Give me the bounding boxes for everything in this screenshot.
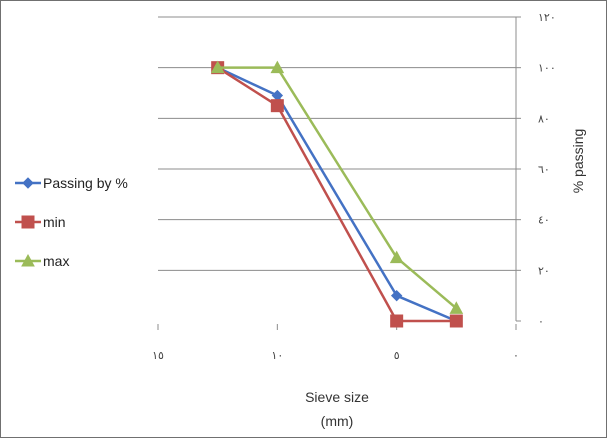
series-line	[217, 66, 458, 310]
series-max	[210, 60, 464, 314]
series-line	[217, 66, 457, 323]
axes: ٠ ٢٠ ٤٠ ٦٠ ٨٠ ١٠٠ ١٢٠ ١٥ ١٠ ٥ ٠	[152, 11, 556, 362]
y-tick-label: ١٢٠	[538, 11, 556, 24]
legend-marker	[21, 253, 35, 267]
legend-label: min	[43, 214, 66, 230]
y-axis-title: % passing	[570, 129, 586, 194]
data-point	[389, 250, 404, 264]
data-point	[210, 60, 225, 74]
y-tick-label: ٦٠	[538, 163, 550, 176]
y-tick-label: ٠	[538, 315, 544, 328]
legend-marker	[22, 177, 34, 189]
x-tick-label: ١٠	[271, 349, 283, 362]
x-tick-label: ٥	[394, 349, 400, 362]
legend-label: max	[43, 253, 69, 269]
y-tick-label: ٨٠	[538, 112, 550, 125]
series-group	[210, 60, 464, 328]
data-point	[270, 99, 284, 113]
legend-entry: Passing by %	[15, 175, 128, 191]
y-tick-label: ٤٠	[538, 214, 550, 227]
legend: Passing by % min max	[15, 175, 128, 269]
y-tick-label: ١٠٠	[538, 62, 556, 75]
data-point	[390, 289, 403, 302]
legend-marker	[21, 215, 35, 229]
x-axis-title-line1: Sieve size	[305, 389, 369, 405]
series-passing-by-	[211, 61, 463, 327]
data-point	[449, 314, 463, 328]
legend-entry: min	[15, 214, 66, 230]
x-tick-label: ١٥	[152, 349, 164, 362]
grid-lines	[158, 16, 516, 271]
series-line	[216, 66, 457, 323]
legend-label: Passing by %	[43, 175, 128, 191]
data-point	[449, 301, 464, 314]
legend-entry: max	[15, 253, 69, 269]
data-point	[270, 60, 285, 74]
x-axis-title-line2: (mm)	[321, 413, 354, 429]
y-tick-label: ٢٠	[538, 264, 550, 277]
x-tick-label: ٠	[513, 349, 519, 362]
data-point	[390, 314, 404, 328]
